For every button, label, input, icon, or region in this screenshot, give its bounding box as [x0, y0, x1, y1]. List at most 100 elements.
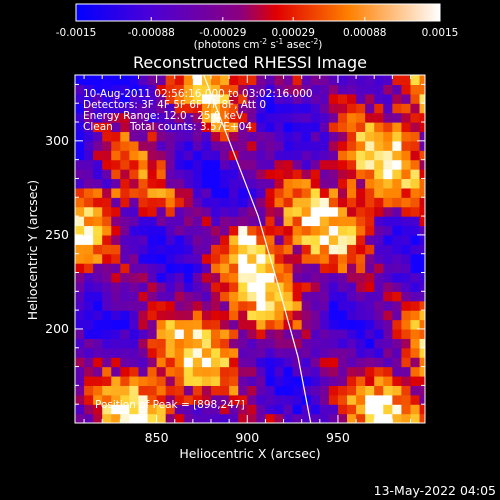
- heatmap-cell: [93, 310, 103, 321]
- heatmap-cell: [256, 75, 267, 86]
- heatmap-cell: [283, 394, 294, 405]
- heatmap-cell: [401, 338, 412, 349]
- heatmap-cell: [365, 253, 375, 264]
- heatmap-cell: [328, 112, 339, 123]
- heatmap-cell: [147, 206, 158, 217]
- heatmap-cell: [183, 75, 194, 86]
- heatmap-cell: [238, 103, 248, 114]
- heatmap-cell: [247, 300, 257, 311]
- heatmap-cell: [84, 84, 94, 95]
- heatmap-cell: [356, 93, 366, 104]
- heatmap-cell: [220, 385, 230, 396]
- heatmap-cell: [111, 234, 121, 245]
- heatmap-cell: [174, 291, 185, 302]
- heatmap-cell: [138, 328, 149, 339]
- heatmap-cell: [419, 206, 425, 217]
- heatmap-cell: [328, 328, 339, 339]
- heatmap-cell: [274, 140, 285, 151]
- heatmap-cell: [410, 206, 421, 217]
- heatmap-cell: [111, 84, 121, 95]
- heatmap-cell: [192, 112, 203, 123]
- heatmap-cell: [383, 197, 393, 208]
- heatmap-cell: [220, 319, 230, 330]
- heatmap-cell: [392, 216, 403, 227]
- heatmap-cell: [283, 216, 294, 227]
- heatmap-cell: [383, 272, 393, 283]
- heatmap-cell: [84, 338, 94, 349]
- heatmap-cell: [138, 244, 149, 255]
- heatmap-cell: [238, 93, 248, 104]
- heatmap-cell: [102, 140, 112, 151]
- heatmap-cell: [120, 413, 131, 423]
- heatmap-cell: [401, 385, 412, 396]
- heatmap-cell: [301, 122, 312, 133]
- heatmap-cell: [392, 187, 403, 198]
- heatmap-cell: [75, 84, 85, 95]
- heatmap-cell: [283, 310, 294, 321]
- heatmap-cell: [274, 206, 285, 217]
- heatmap-cell: [310, 310, 321, 321]
- heatmap-cell: [120, 131, 131, 142]
- heatmap-cell: [392, 225, 403, 236]
- heatmap-cell: [365, 244, 375, 255]
- heatmap-cell: [93, 122, 103, 133]
- heatmap-cell: [129, 300, 140, 311]
- heatmap-cell: [337, 150, 348, 161]
- heatmap-cell: [174, 281, 185, 292]
- heatmap-cell: [192, 140, 203, 151]
- heatmap-cell: [102, 216, 112, 227]
- heatmap-cell: [75, 216, 85, 227]
- heatmap-cell: [183, 206, 194, 217]
- heatmap-cell: [328, 300, 339, 311]
- heatmap-cell: [201, 394, 212, 405]
- heatmap-cell: [93, 347, 103, 358]
- heatmap-cell: [174, 253, 185, 264]
- heatmap-cell: [274, 375, 285, 386]
- heatmap-cell: [310, 263, 321, 274]
- heatmap-cell: [301, 300, 312, 311]
- heatmap-cell: [410, 216, 421, 227]
- heatmap-cell: [301, 206, 312, 217]
- heatmap-cell: [238, 178, 248, 189]
- heatmap-cell: [274, 357, 285, 368]
- heatmap-cell: [256, 300, 267, 311]
- heatmap-cell: [310, 234, 321, 245]
- heatmap-cell: [256, 225, 267, 236]
- heatmap-cell: [292, 178, 303, 189]
- heatmap-cell: [93, 216, 103, 227]
- heatmap-cell: [192, 375, 203, 386]
- heatmap-cell: [75, 150, 85, 161]
- heatmap-cell: [238, 338, 248, 349]
- heatmap-cell: [183, 385, 194, 396]
- heatmap-cell: [211, 328, 221, 339]
- colorbar-unit-label: (photons cm-2 s-1 asec-2): [194, 37, 323, 51]
- heatmap-cell: [229, 347, 239, 358]
- heatmap-cell: [419, 150, 425, 161]
- heatmap-cell: [356, 281, 366, 292]
- heatmap-cell: [147, 281, 158, 292]
- heatmap-cell: [292, 244, 303, 255]
- heatmap-cell: [75, 225, 85, 236]
- heatmap-cell: [93, 75, 103, 86]
- heatmap-cell: [138, 93, 149, 104]
- heatmap-cell: [75, 178, 85, 189]
- heatmap-cell: [211, 206, 221, 217]
- heatmap-cell: [138, 357, 149, 368]
- heatmap-cell: [356, 159, 366, 170]
- heatmap-cell: [111, 140, 121, 151]
- heatmap-cell: [328, 93, 339, 104]
- heatmap-cell: [247, 281, 257, 292]
- heatmap-cell: [283, 93, 294, 104]
- heatmap-cell: [356, 385, 366, 396]
- heatmap-cell: [392, 206, 403, 217]
- heatmap-cell: [419, 131, 425, 142]
- heatmap-cell: [392, 253, 403, 264]
- heatmap-cell: [211, 234, 221, 245]
- heatmap-cell: [229, 178, 239, 189]
- heatmap-cell: [75, 394, 85, 405]
- heatmap-cell: [419, 328, 425, 339]
- heatmap-cell: [201, 319, 212, 330]
- heatmap-cell: [201, 253, 212, 264]
- heatmap-cell: [337, 291, 348, 302]
- heatmap-cell: [337, 347, 348, 358]
